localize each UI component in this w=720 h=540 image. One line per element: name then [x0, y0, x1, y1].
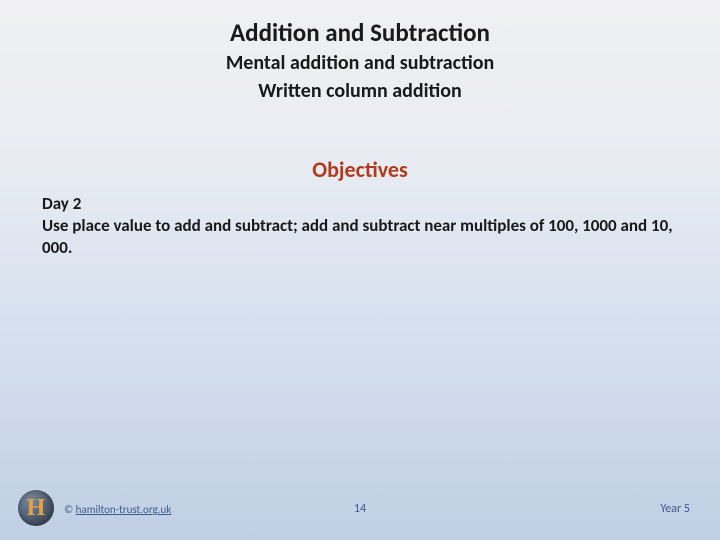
year-label: Year 5: [660, 502, 690, 516]
copyright: © hamilton-trust.org.uk: [64, 503, 171, 516]
page-number: 14: [354, 502, 366, 516]
slide-subtitle-line1: Mental addition and subtraction: [40, 50, 680, 76]
logo-icon: H: [18, 490, 54, 526]
slide-title: Addition and Subtraction: [40, 18, 680, 48]
day-label: Day 2: [42, 193, 678, 215]
slide-subtitle-line2: Written column addition: [40, 78, 680, 104]
copyright-link[interactable]: hamilton-trust.org.uk: [76, 503, 172, 516]
slide: Addition and Subtraction Mental addition…: [0, 0, 720, 540]
objectives-heading: Objectives: [40, 156, 680, 183]
copyright-prefix: ©: [64, 503, 76, 516]
objectives-body: Day 2 Use place value to add and subtrac…: [40, 193, 680, 259]
day-text: Use place value to add and subtract; add…: [42, 215, 678, 259]
logo-letter: H: [27, 495, 46, 522]
footer: H © hamilton-trust.org.uk 14 Year 5: [0, 486, 720, 526]
